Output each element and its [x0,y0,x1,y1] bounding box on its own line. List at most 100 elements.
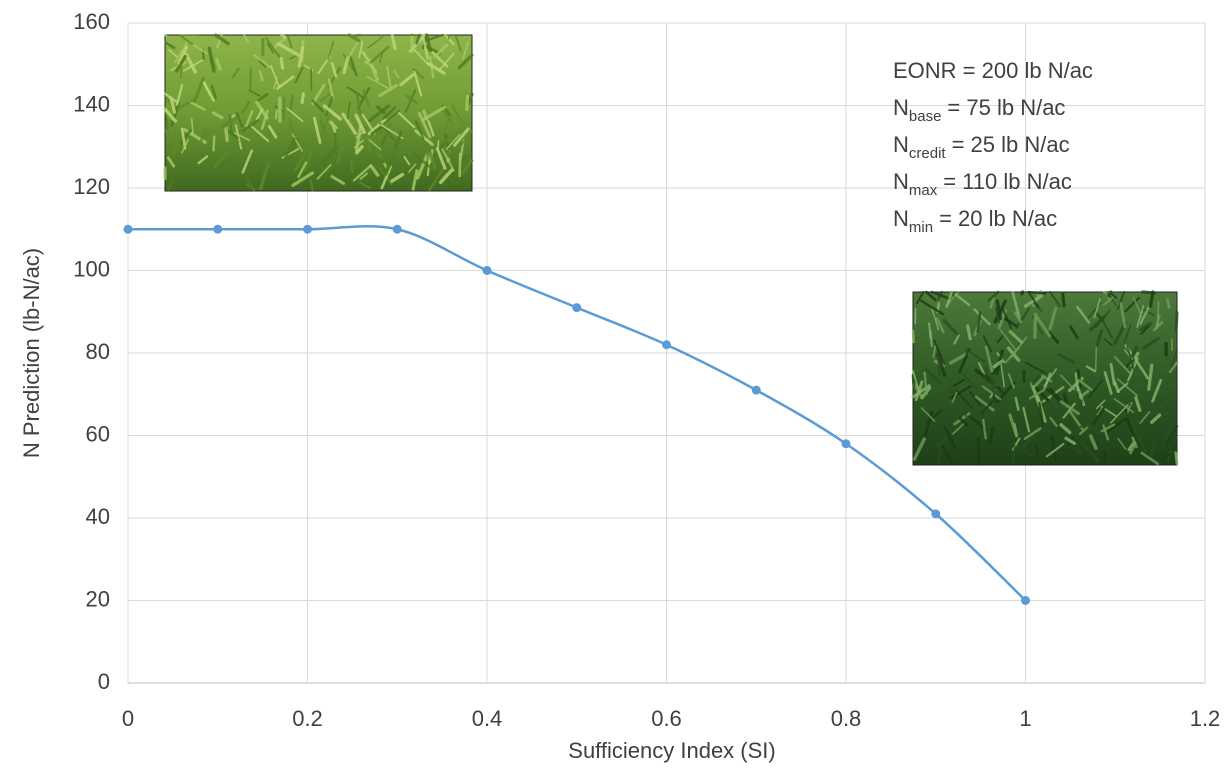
leaf [989,296,995,309]
leaf [1077,379,1093,391]
leaf [184,52,197,74]
leaf [451,104,464,125]
leaf [211,111,224,120]
x-tick-label: 1 [1019,706,1031,731]
leaf [228,114,233,135]
annotation-base: N [893,169,909,194]
leaf [188,100,206,111]
leaf [1094,309,1111,329]
leaf [190,117,194,135]
leaf [1094,344,1098,372]
leaf [171,135,184,156]
leaf [241,100,251,114]
leaf [426,153,431,177]
y-tick-label: 0 [98,669,110,694]
leaf [1105,292,1111,303]
leaf [390,34,397,51]
leaf [1060,374,1076,391]
x-tick-label: 0 [122,706,134,731]
annotation-text: = 25 lb N/ac [952,132,1070,157]
leaf [421,33,429,60]
leaf [1136,305,1145,328]
leaf [1059,423,1072,435]
leaf [1142,336,1160,351]
leaf [466,92,474,106]
leaf [951,391,958,404]
leaf [415,33,421,45]
leaf [1113,398,1135,414]
data-point [213,224,223,234]
data-point [931,509,941,519]
leaf [976,311,982,334]
leaf [459,130,473,147]
annotation: EONR = 200 lb N/ac [893,58,1093,83]
leaf [330,175,346,185]
leaf [923,371,928,396]
leaf [1078,426,1089,435]
leaf [1150,413,1162,424]
leaf [249,124,270,143]
leaf [1062,392,1069,407]
annotation-base: N [893,132,909,157]
leaf [374,151,384,160]
leaf [235,112,244,128]
leaf [953,334,960,345]
leaf [1057,352,1075,364]
leaf [1121,395,1132,406]
leaf [1002,308,1013,330]
leaf [1132,296,1143,318]
leaf [969,391,982,407]
leaf [1076,368,1082,389]
leaf [1038,373,1053,383]
leaf [224,126,229,143]
leaf [234,132,251,142]
leaf [1154,314,1161,330]
leaf [311,83,326,106]
leaf [1139,322,1152,332]
leaf [277,42,301,57]
leaf [1087,380,1103,399]
leaf [992,360,1003,369]
leaf [992,390,996,403]
leaf [999,329,1018,352]
leaf [1133,400,1145,429]
leaf [282,96,286,121]
leaf [366,76,389,89]
leaf [1147,363,1154,391]
leaf [412,67,424,79]
leaf [210,84,217,100]
leaf [249,66,252,92]
leaf [164,34,168,37]
annotation: Ncredit = 25 lb N/ac [893,132,1070,162]
leaf [1124,296,1141,313]
leaf [1014,311,1023,324]
leaf [167,177,174,192]
leaf [440,107,455,126]
leaf [300,92,305,104]
leaf [291,171,314,187]
leaf [279,56,285,70]
leaf [294,66,304,84]
leaf [367,45,390,66]
leaf [453,127,470,147]
leaf [234,124,243,150]
leaf [935,317,945,334]
y-tick-label: 120 [73,174,110,199]
leaf [1008,330,1024,344]
leaf [348,55,358,77]
leaf [963,410,972,431]
leaf [1113,322,1127,345]
leaf [1117,437,1127,450]
leaf [996,335,1004,344]
leaf [283,137,296,161]
leaf [933,339,946,365]
leaf [425,33,432,53]
leaf [1011,291,1021,319]
leaf [1091,406,1106,426]
leaf [358,181,372,189]
annotation-text: = 75 lb N/ac [947,95,1065,120]
leaf [222,140,240,151]
leaf [988,426,995,445]
leaf [1004,346,1020,364]
leaf [1148,290,1155,309]
